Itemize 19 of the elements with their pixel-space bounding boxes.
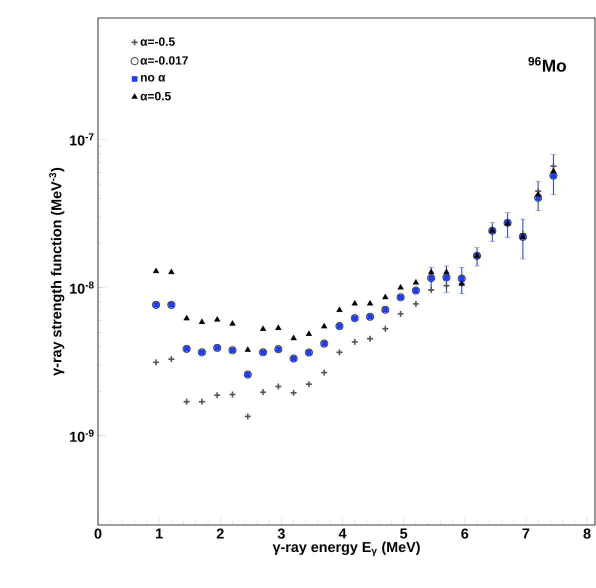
legend-label: α=-0.5 bbox=[140, 37, 175, 46]
y-tick-label: 10$^{-7}$ bbox=[70, 133, 94, 146]
y-tick-label: 10$^{-8}$ bbox=[70, 281, 94, 294]
x-tick-label: 0 bbox=[94, 528, 102, 539]
x-tick-label: 8 bbox=[584, 528, 591, 539]
y-axis-title: γ-ray strength function (MeV$^{-3}$) bbox=[49, 168, 64, 376]
x-tick-label: 2 bbox=[216, 528, 224, 539]
y-tick-label: 10$^{-9}$ bbox=[70, 430, 94, 442]
legend-label: no α bbox=[140, 75, 166, 82]
x-tick-label: 3 bbox=[278, 528, 285, 539]
x-tick-label: 5 bbox=[400, 528, 408, 539]
x-tick-label: 6 bbox=[461, 528, 468, 539]
x-tick-label: 4 bbox=[338, 528, 346, 538]
x-tick-label: 1 bbox=[156, 528, 163, 538]
x-tick-label: 7 bbox=[522, 528, 530, 538]
annotation: $^{96}$Mo bbox=[528, 57, 566, 72]
legend-label: α=0.5 bbox=[140, 92, 171, 100]
x-axis-title: γ-ray energy E$_{γ}$ (MeV) bbox=[272, 542, 420, 556]
legend-label: α=-0.017 bbox=[140, 56, 188, 65]
